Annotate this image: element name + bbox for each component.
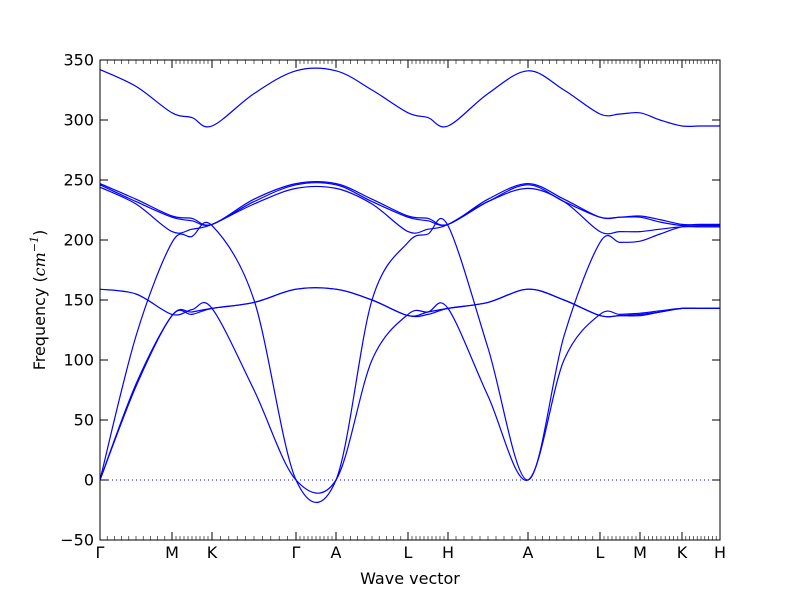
x-tick-label: H [442, 543, 454, 562]
x-tick-label: K [207, 543, 218, 562]
y-tick-label: 250 [63, 171, 94, 190]
x-tick-label: Γ [292, 543, 301, 562]
x-tick-label: A [523, 543, 534, 562]
y-tick-label: 50 [74, 411, 94, 430]
x-tick-label: Γ [96, 543, 105, 562]
x-tick-label: L [596, 543, 605, 562]
x-tick-label: M [633, 543, 647, 562]
band-line-2 [99, 287, 720, 481]
x-tick-label: L [404, 543, 413, 562]
y-tick-label: 200 [63, 231, 94, 250]
y-tick-label: 0 [84, 471, 94, 490]
x-tick-label: K [677, 543, 688, 562]
band-line-7 [99, 181, 720, 226]
band-line-3 [99, 288, 720, 494]
y-axis-label-suffix: ) [30, 230, 49, 236]
band-line-1 [99, 287, 720, 481]
x-tick-label: A [331, 543, 342, 562]
plot-area [100, 60, 720, 540]
y-tick-label: 300 [63, 111, 94, 130]
y-tick-label: 150 [63, 291, 94, 310]
x-tick-label: H [714, 543, 726, 562]
y-axis-label: Frequency (cm−1) [28, 230, 49, 371]
y-axis-label-prefix: Frequency ( [30, 276, 49, 370]
y-axis-label-exp: −1 [28, 236, 41, 252]
y-tick-label: −50 [60, 531, 94, 550]
band-line-5 [99, 185, 720, 235]
band-line-4 [99, 217, 720, 503]
plot-frame [99, 59, 721, 541]
band-line-8 [99, 67, 720, 128]
band-line-6 [99, 182, 720, 227]
y-tick-label: 100 [63, 351, 94, 370]
x-axis-label: Wave vector [360, 569, 460, 588]
y-tick-label: 350 [63, 51, 94, 70]
y-axis-label-unit: cm [30, 252, 49, 276]
x-tick-label: M [165, 543, 179, 562]
